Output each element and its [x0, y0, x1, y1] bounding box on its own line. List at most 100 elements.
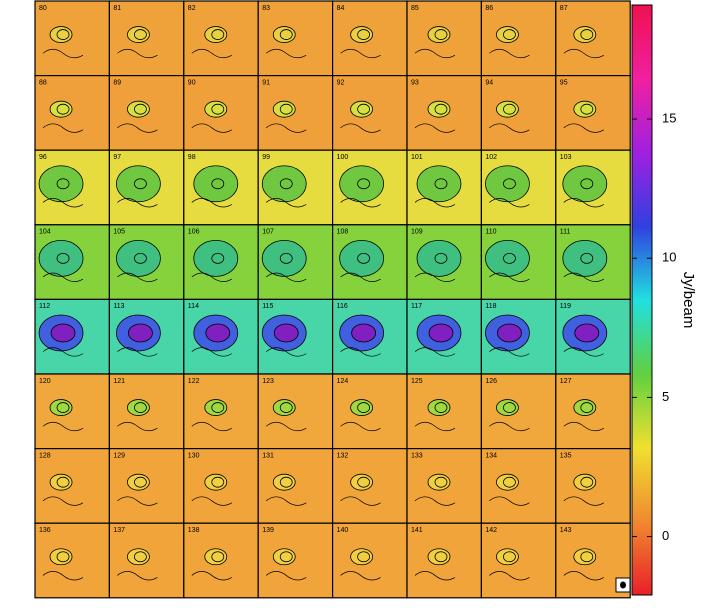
channel-label: 103: [560, 154, 572, 161]
emission: [562, 165, 608, 203]
channel-panel: 82: [183, 0, 259, 77]
contour: [211, 29, 225, 40]
channel-label: 116: [337, 303, 348, 310]
contour: [340, 347, 381, 357]
channel-panel: 86: [480, 0, 557, 77]
channel-panel: 84: [332, 0, 408, 77]
channel-label: 105: [113, 229, 125, 236]
contour: [42, 198, 84, 208]
contour: [489, 496, 530, 506]
colorbar: [631, 4, 653, 596]
channel-label: 117: [411, 303, 422, 310]
channel-label: 95: [560, 79, 568, 86]
channel-label: 84: [337, 5, 345, 12]
panel-image: [480, 0, 557, 77]
channel-label: 129: [113, 452, 125, 459]
contour: [428, 323, 454, 343]
emission: [38, 239, 84, 277]
contour: [434, 551, 448, 563]
channel-panel: 137: [108, 522, 185, 599]
contour: [265, 272, 307, 282]
channel-label: 89: [113, 79, 121, 86]
channel-panel: 90: [183, 74, 259, 151]
contour: [357, 551, 371, 563]
channel-label: 139: [262, 527, 274, 534]
contour: [191, 347, 232, 357]
channel-label: 113: [113, 303, 124, 310]
channel-label: 138: [188, 527, 200, 534]
contour: [503, 178, 516, 190]
contour: [265, 347, 307, 357]
channel-panel: 129: [108, 448, 185, 524]
contour: [191, 421, 232, 432]
contour: [42, 272, 84, 282]
panel-image: [257, 373, 334, 450]
channel-label: 100: [337, 154, 349, 161]
channel-label: 114: [188, 303, 199, 310]
contour: [580, 252, 594, 264]
contour: [580, 402, 594, 413]
contour: [211, 551, 225, 563]
contour: [211, 178, 225, 190]
channel-label: 125: [411, 378, 423, 385]
emission: [416, 239, 462, 277]
contour: [117, 123, 158, 133]
contour: [434, 402, 448, 413]
contour: [414, 198, 456, 208]
contour: [357, 178, 371, 190]
channel-panel: 135: [555, 448, 631, 524]
contour: [191, 571, 232, 581]
contour: [574, 323, 600, 343]
channel-panel: 88: [34, 74, 111, 151]
contour: [117, 496, 158, 506]
contour: [56, 252, 70, 264]
channel-panel: 133: [406, 448, 483, 524]
contour: [134, 103, 147, 115]
emission: [562, 239, 608, 277]
panel-image: [34, 74, 111, 151]
contour: [357, 103, 371, 115]
emission: [416, 165, 462, 203]
contour: [340, 272, 381, 282]
channel-panel: 107: [257, 224, 334, 301]
contour: [211, 476, 225, 488]
contour: [56, 29, 70, 40]
contour: [279, 178, 293, 190]
channel-panel: 108: [332, 224, 408, 301]
channel-panel: 138: [183, 522, 259, 599]
panel-image: [34, 373, 111, 450]
emission: [38, 165, 84, 203]
channel-panel: 95: [555, 74, 631, 151]
channel-panel: 128: [34, 448, 111, 524]
contour: [434, 178, 448, 190]
channel-label: 120: [39, 378, 51, 385]
channel-label: 122: [188, 378, 200, 385]
contour: [489, 123, 530, 133]
contour: [42, 421, 84, 432]
contour: [351, 323, 377, 343]
contour: [580, 178, 594, 190]
contour: [357, 29, 371, 40]
channel-label: 135: [560, 452, 572, 459]
contour: [357, 402, 371, 413]
emission: [261, 165, 307, 203]
channel-panel: 119: [555, 298, 631, 375]
contour: [42, 48, 84, 59]
channel-label: 126: [485, 378, 497, 385]
contour: [117, 198, 158, 208]
contour: [134, 476, 147, 488]
contour: [434, 103, 448, 115]
channel-label: 104: [39, 229, 51, 236]
contour: [503, 551, 516, 563]
panel-image: [257, 0, 334, 77]
contour: [56, 476, 70, 488]
contour: [414, 571, 456, 581]
contour: [134, 252, 147, 264]
channel-panel: 112: [34, 298, 111, 375]
channel-label: 143: [560, 527, 572, 534]
channel-panel: 118: [480, 298, 557, 375]
emission: [116, 239, 161, 277]
channel-label: 97: [113, 154, 121, 161]
channel-label: 110: [485, 229, 496, 236]
contour: [357, 476, 371, 488]
